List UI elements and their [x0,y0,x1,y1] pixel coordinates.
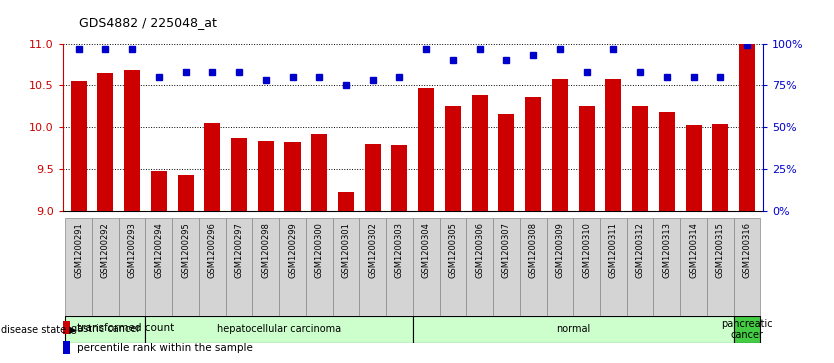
Text: GSM1200310: GSM1200310 [582,222,591,278]
Bar [499,114,515,211]
Text: GSM1200311: GSM1200311 [609,222,618,278]
Bar [178,175,193,211]
Text: GSM1200293: GSM1200293 [128,222,137,278]
Text: GSM1200294: GSM1200294 [154,222,163,278]
Text: GSM1200299: GSM1200299 [288,222,297,278]
Bar [204,123,220,211]
Bar [98,73,113,211]
Text: GSM1200308: GSM1200308 [529,222,538,278]
Text: GSM1200314: GSM1200314 [689,222,698,278]
Text: normal: normal [556,325,590,334]
FancyBboxPatch shape [546,218,573,327]
Text: GSM1200309: GSM1200309 [555,222,565,278]
Bar [258,141,274,211]
Text: transformed count: transformed count [78,323,174,333]
Text: GSM1200316: GSM1200316 [742,222,751,278]
FancyBboxPatch shape [626,218,654,327]
FancyBboxPatch shape [333,218,359,327]
FancyBboxPatch shape [600,218,626,327]
FancyBboxPatch shape [520,218,546,327]
FancyBboxPatch shape [573,218,600,327]
FancyBboxPatch shape [707,218,734,327]
Text: GSM1200298: GSM1200298 [261,222,270,278]
FancyBboxPatch shape [118,218,145,327]
Bar [739,44,755,211]
Bar [284,142,300,211]
FancyBboxPatch shape [654,218,681,327]
Text: GSM1200304: GSM1200304 [422,222,430,278]
Bar [418,88,435,211]
FancyBboxPatch shape [386,218,413,327]
FancyBboxPatch shape [279,218,306,327]
Text: GSM1200292: GSM1200292 [101,222,110,278]
Bar [605,79,621,211]
Text: GSM1200313: GSM1200313 [662,222,671,278]
Text: pancreatic
cancer: pancreatic cancer [721,319,773,340]
Bar [659,112,675,211]
Bar [632,106,648,211]
FancyBboxPatch shape [172,218,199,327]
Text: GSM1200305: GSM1200305 [449,222,457,278]
Bar [445,106,461,211]
Bar [231,138,247,211]
FancyBboxPatch shape [226,218,253,327]
Text: GSM1200295: GSM1200295 [181,222,190,278]
Text: GSM1200297: GSM1200297 [234,222,244,278]
Bar [63,322,70,334]
FancyBboxPatch shape [413,218,440,327]
FancyBboxPatch shape [734,218,761,327]
Text: GSM1200300: GSM1200300 [314,222,324,278]
Bar [472,95,488,211]
Bar [63,341,70,354]
Text: GSM1200307: GSM1200307 [502,222,511,278]
Bar [686,125,701,211]
Text: GSM1200315: GSM1200315 [716,222,725,278]
Bar [338,192,354,211]
FancyBboxPatch shape [253,218,279,327]
Text: GSM1200306: GSM1200306 [475,222,485,278]
FancyBboxPatch shape [145,316,413,343]
FancyBboxPatch shape [466,218,493,327]
FancyBboxPatch shape [92,218,118,327]
Text: GSM1200302: GSM1200302 [369,222,377,278]
FancyBboxPatch shape [199,218,226,327]
FancyBboxPatch shape [65,316,145,343]
Text: hepatocellular carcinoma: hepatocellular carcinoma [217,325,341,334]
Text: GSM1200291: GSM1200291 [74,222,83,278]
FancyBboxPatch shape [145,218,172,327]
Text: GDS4882 / 225048_at: GDS4882 / 225048_at [79,16,217,29]
Text: GSM1200296: GSM1200296 [208,222,217,278]
Bar [71,81,87,211]
Bar [364,144,381,211]
FancyBboxPatch shape [359,218,386,327]
FancyBboxPatch shape [65,218,92,327]
Bar [151,171,167,211]
Bar [391,146,408,211]
FancyBboxPatch shape [493,218,520,327]
FancyBboxPatch shape [734,316,761,343]
FancyBboxPatch shape [413,316,734,343]
Text: percentile rank within the sample: percentile rank within the sample [78,343,254,353]
Text: GSM1200301: GSM1200301 [341,222,350,278]
Bar [552,79,568,211]
Text: disease state ▶: disease state ▶ [1,325,77,334]
Bar [579,106,595,211]
FancyBboxPatch shape [681,218,707,327]
Bar [311,134,327,211]
Bar [124,70,140,211]
Bar [525,97,541,211]
Text: gastric cancer: gastric cancer [71,325,140,334]
Text: GSM1200312: GSM1200312 [636,222,645,278]
Bar [712,124,728,211]
FancyBboxPatch shape [440,218,466,327]
Text: GSM1200303: GSM1200303 [395,222,404,278]
FancyBboxPatch shape [306,218,333,327]
